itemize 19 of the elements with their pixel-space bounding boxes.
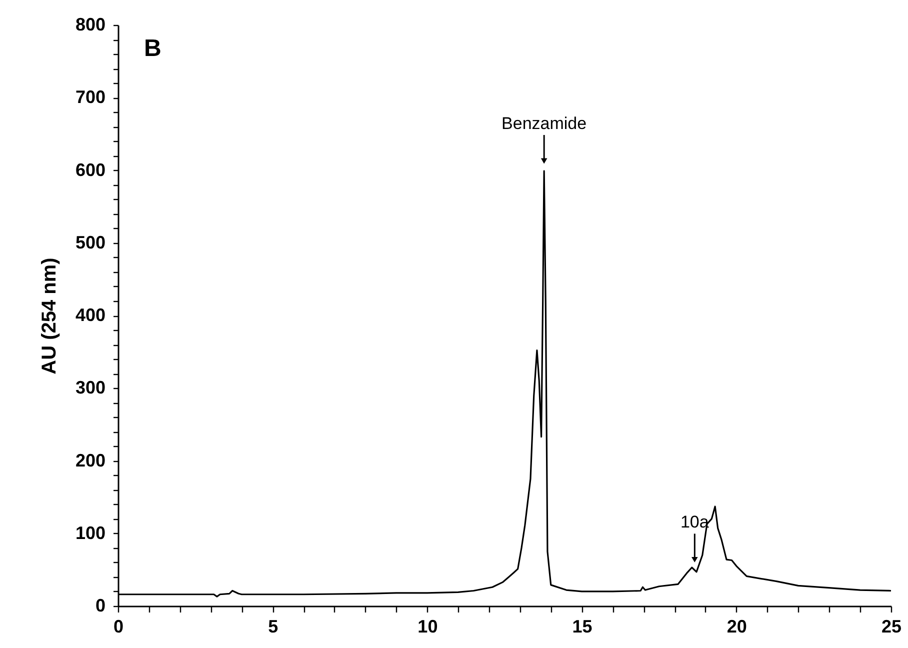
annotation: 10a: [680, 512, 710, 532]
x-tick-label: 15: [572, 616, 592, 636]
annotation: Benzamide: [502, 114, 587, 133]
x-tick-label: 20: [726, 616, 747, 636]
y-tick-label: 800: [75, 14, 106, 34]
y-tick-label: 300: [75, 378, 106, 398]
y-tick-label: 600: [75, 160, 106, 180]
x-tick-label: 0: [113, 616, 124, 636]
y-tick-label: 0: [95, 596, 106, 616]
y-tick-label: 500: [75, 232, 106, 252]
x-tick-label: 25: [881, 616, 902, 636]
y-axis-title: AU (254 nm): [38, 258, 60, 374]
x-tick-label: 10: [418, 616, 438, 636]
y-tick-label: 100: [75, 522, 106, 543]
y-tick-label: 200: [75, 450, 106, 470]
y-tick-label: 700: [75, 87, 106, 108]
y-tick-label: 400: [75, 305, 106, 325]
annotation: B: [144, 35, 162, 62]
x-tick-label: 5: [268, 616, 278, 636]
